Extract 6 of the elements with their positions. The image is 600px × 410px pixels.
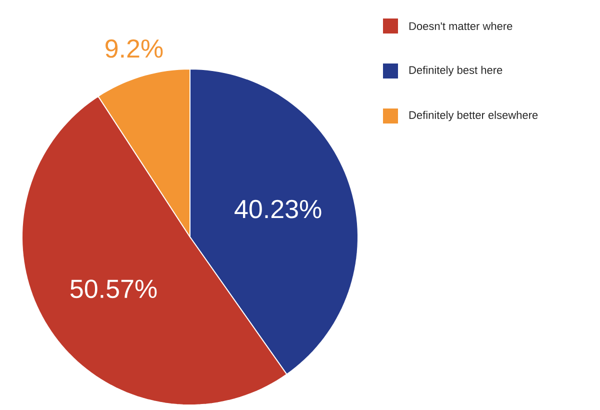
legend-label: Doesn't matter where (409, 22, 512, 30)
data-label: 9.2% (106, 39, 163, 58)
data-label: 50.57% (70, 280, 157, 298)
legend-label: Definitely best here (409, 66, 502, 76)
data-label: 40.23% (234, 200, 322, 218)
legend-label: Definitely better elsewhere (409, 110, 538, 122)
